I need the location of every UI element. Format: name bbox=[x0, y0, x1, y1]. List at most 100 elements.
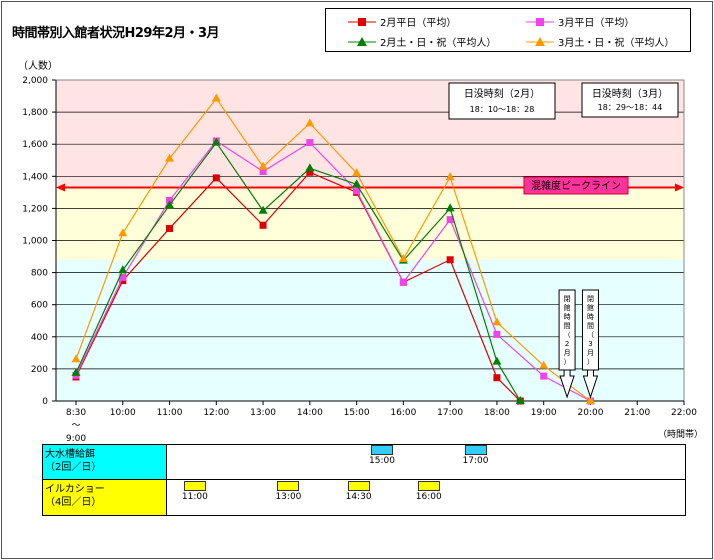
data-point-s1 bbox=[446, 216, 454, 224]
x-tick-label: 18:00 bbox=[484, 408, 510, 418]
x-tick-label: 13:00 bbox=[250, 408, 276, 418]
peak-line-label: 混雑度ピークライン bbox=[523, 176, 629, 195]
data-point-s0 bbox=[166, 224, 174, 232]
schedule-block bbox=[347, 481, 370, 491]
background-band-1 bbox=[56, 187, 684, 260]
data-point-s3 bbox=[492, 317, 502, 326]
schedule-time: 11:00 bbox=[181, 492, 208, 502]
data-point-s0 bbox=[493, 374, 501, 382]
sunset-feb-title: 日没時刻（2月） bbox=[464, 87, 540, 100]
closing-char: 館 bbox=[587, 303, 594, 312]
y-axis-unit: （人数） bbox=[18, 61, 58, 72]
data-point-s3 bbox=[352, 168, 362, 177]
data-point-s3 bbox=[398, 253, 408, 262]
background-band-0 bbox=[56, 259, 684, 401]
data-point-s2 bbox=[71, 367, 81, 376]
data-point-s3 bbox=[258, 161, 268, 170]
series-line-3 bbox=[75, 97, 591, 402]
data-point-s2 bbox=[118, 265, 128, 274]
schedule-time: 17:00 bbox=[462, 456, 489, 466]
y-tick-label: 400 bbox=[31, 333, 48, 343]
sunset-mar-title: 日没時刻（3月） bbox=[592, 87, 668, 100]
line-chart: 0 200 400 600 800 1,000 1,200 1,400 1,600 1,800 2,… bbox=[22, 76, 697, 444]
data-point-s2 bbox=[211, 137, 221, 146]
closing-char: 3 bbox=[588, 340, 592, 348]
data-point-s2 bbox=[445, 203, 455, 212]
data-point-s3 bbox=[71, 354, 81, 363]
schedule-row-dolphin-show: イルカショー （4回／日） 11:00 13:00 14:30 16:00 bbox=[43, 480, 685, 515]
x-tick-label: 19:00 bbox=[531, 408, 557, 418]
closing-arrow bbox=[559, 369, 575, 399]
x-tick-label: 20:00 bbox=[577, 408, 603, 418]
data-point-s3 bbox=[305, 118, 315, 127]
legend-marker-feb-weekday bbox=[348, 17, 376, 26]
closing-char: 時 bbox=[587, 313, 594, 321]
data-point-s0 bbox=[446, 256, 454, 264]
legend-marker-feb-holiday bbox=[348, 36, 376, 46]
closing-char: ） bbox=[564, 358, 571, 366]
closing-char: 2 bbox=[565, 340, 569, 348]
closing-char: ） bbox=[587, 358, 594, 366]
schedule-time: 15:00 bbox=[369, 456, 395, 466]
data-point-s0 bbox=[259, 221, 267, 229]
sunset-feb-range: 18：10～18：28 bbox=[470, 105, 535, 114]
data-point-s1 bbox=[540, 372, 548, 380]
dolphin-label-line2: （4回／日） bbox=[45, 497, 102, 508]
x-tick-label: 15:00 bbox=[344, 408, 370, 418]
schedule-block bbox=[371, 445, 393, 455]
closing-char: 閉 bbox=[587, 295, 594, 303]
y-tick-label: 0 bbox=[42, 397, 48, 407]
data-point-s1 bbox=[306, 139, 314, 147]
background-band-2 bbox=[56, 80, 684, 188]
schedule-label-feeding: 大水槽給餌 （2回／日） bbox=[43, 445, 167, 479]
data-point-s3 bbox=[165, 153, 175, 162]
y-tick-label: 600 bbox=[31, 301, 48, 311]
data-point-s2 bbox=[515, 396, 525, 404]
closing-char: 時 bbox=[564, 313, 571, 321]
data-point-s2 bbox=[258, 205, 268, 214]
x-tick-label: 21:00 bbox=[624, 408, 650, 418]
feeding-label-line1: 大水槽給餌 bbox=[45, 449, 95, 460]
schedule-time: 13:00 bbox=[275, 492, 302, 502]
closing-char: 間 bbox=[587, 322, 594, 330]
legend-label-feb-weekday: 2月平日（平均） bbox=[380, 18, 457, 29]
x-tick-label: 8:30 bbox=[66, 408, 86, 418]
sunset-feb-callout: 日没時刻（2月） 18：10～18：28 bbox=[448, 82, 556, 120]
data-point-s1 bbox=[399, 278, 407, 286]
y-tick-label: 800 bbox=[31, 269, 48, 279]
data-point-s3 bbox=[118, 228, 128, 237]
y-tick-label: 2,000 bbox=[22, 76, 48, 86]
y-tick-label: 1,000 bbox=[22, 237, 48, 247]
data-point-s2 bbox=[352, 179, 362, 188]
legend-label-mar-weekday: 3月平日（平均） bbox=[558, 18, 635, 29]
data-point-s1 bbox=[493, 330, 501, 338]
y-tick-label: 1,400 bbox=[22, 172, 48, 182]
closing-char: 月 bbox=[587, 349, 594, 357]
legend-label-mar-holiday: 3月土・日・祝（平均人） bbox=[558, 38, 675, 49]
closing-char: （ bbox=[564, 331, 571, 339]
schedule-block bbox=[183, 481, 206, 491]
legend: 2月平日（平均） 3月平日（平均） 2月土・日・祝（平均人） 3月土・日・祝（平… bbox=[325, 8, 691, 52]
peak-line-arrow-left bbox=[56, 183, 65, 192]
legend-marker-mar-weekday bbox=[526, 17, 554, 26]
x-tick-label: 17:00 bbox=[437, 408, 463, 418]
schedule-row-feeding: 大水槽給餌 （2回／日） 15:00 17:00 bbox=[43, 445, 685, 480]
closing-char: 閉 bbox=[564, 295, 571, 303]
dolphin-label-line1: イルカショー bbox=[45, 484, 105, 495]
x-axis-unit: （時間帯） bbox=[658, 430, 704, 440]
x-tick-label: 10:00 bbox=[110, 408, 136, 418]
event-schedule: 大水槽給餌 （2回／日） 15:00 17:00 イルカショー （4回／日） 11… bbox=[42, 444, 686, 516]
series-line-1 bbox=[75, 140, 591, 402]
legend-item-mar-holiday: 3月土・日・祝（平均人） bbox=[526, 34, 674, 49]
feeding-label-line2: （2回／日） bbox=[45, 462, 102, 473]
data-point-s3 bbox=[211, 93, 221, 102]
schedule-block bbox=[417, 481, 440, 491]
data-point-s0 bbox=[306, 168, 314, 176]
y-tick-label: 1,800 bbox=[22, 108, 48, 118]
data-point-s1 bbox=[353, 187, 361, 195]
legend-item-feb-holiday: 2月土・日・祝（平均人） bbox=[348, 34, 496, 49]
schedule-block bbox=[464, 445, 487, 455]
data-point-s1 bbox=[119, 273, 127, 281]
